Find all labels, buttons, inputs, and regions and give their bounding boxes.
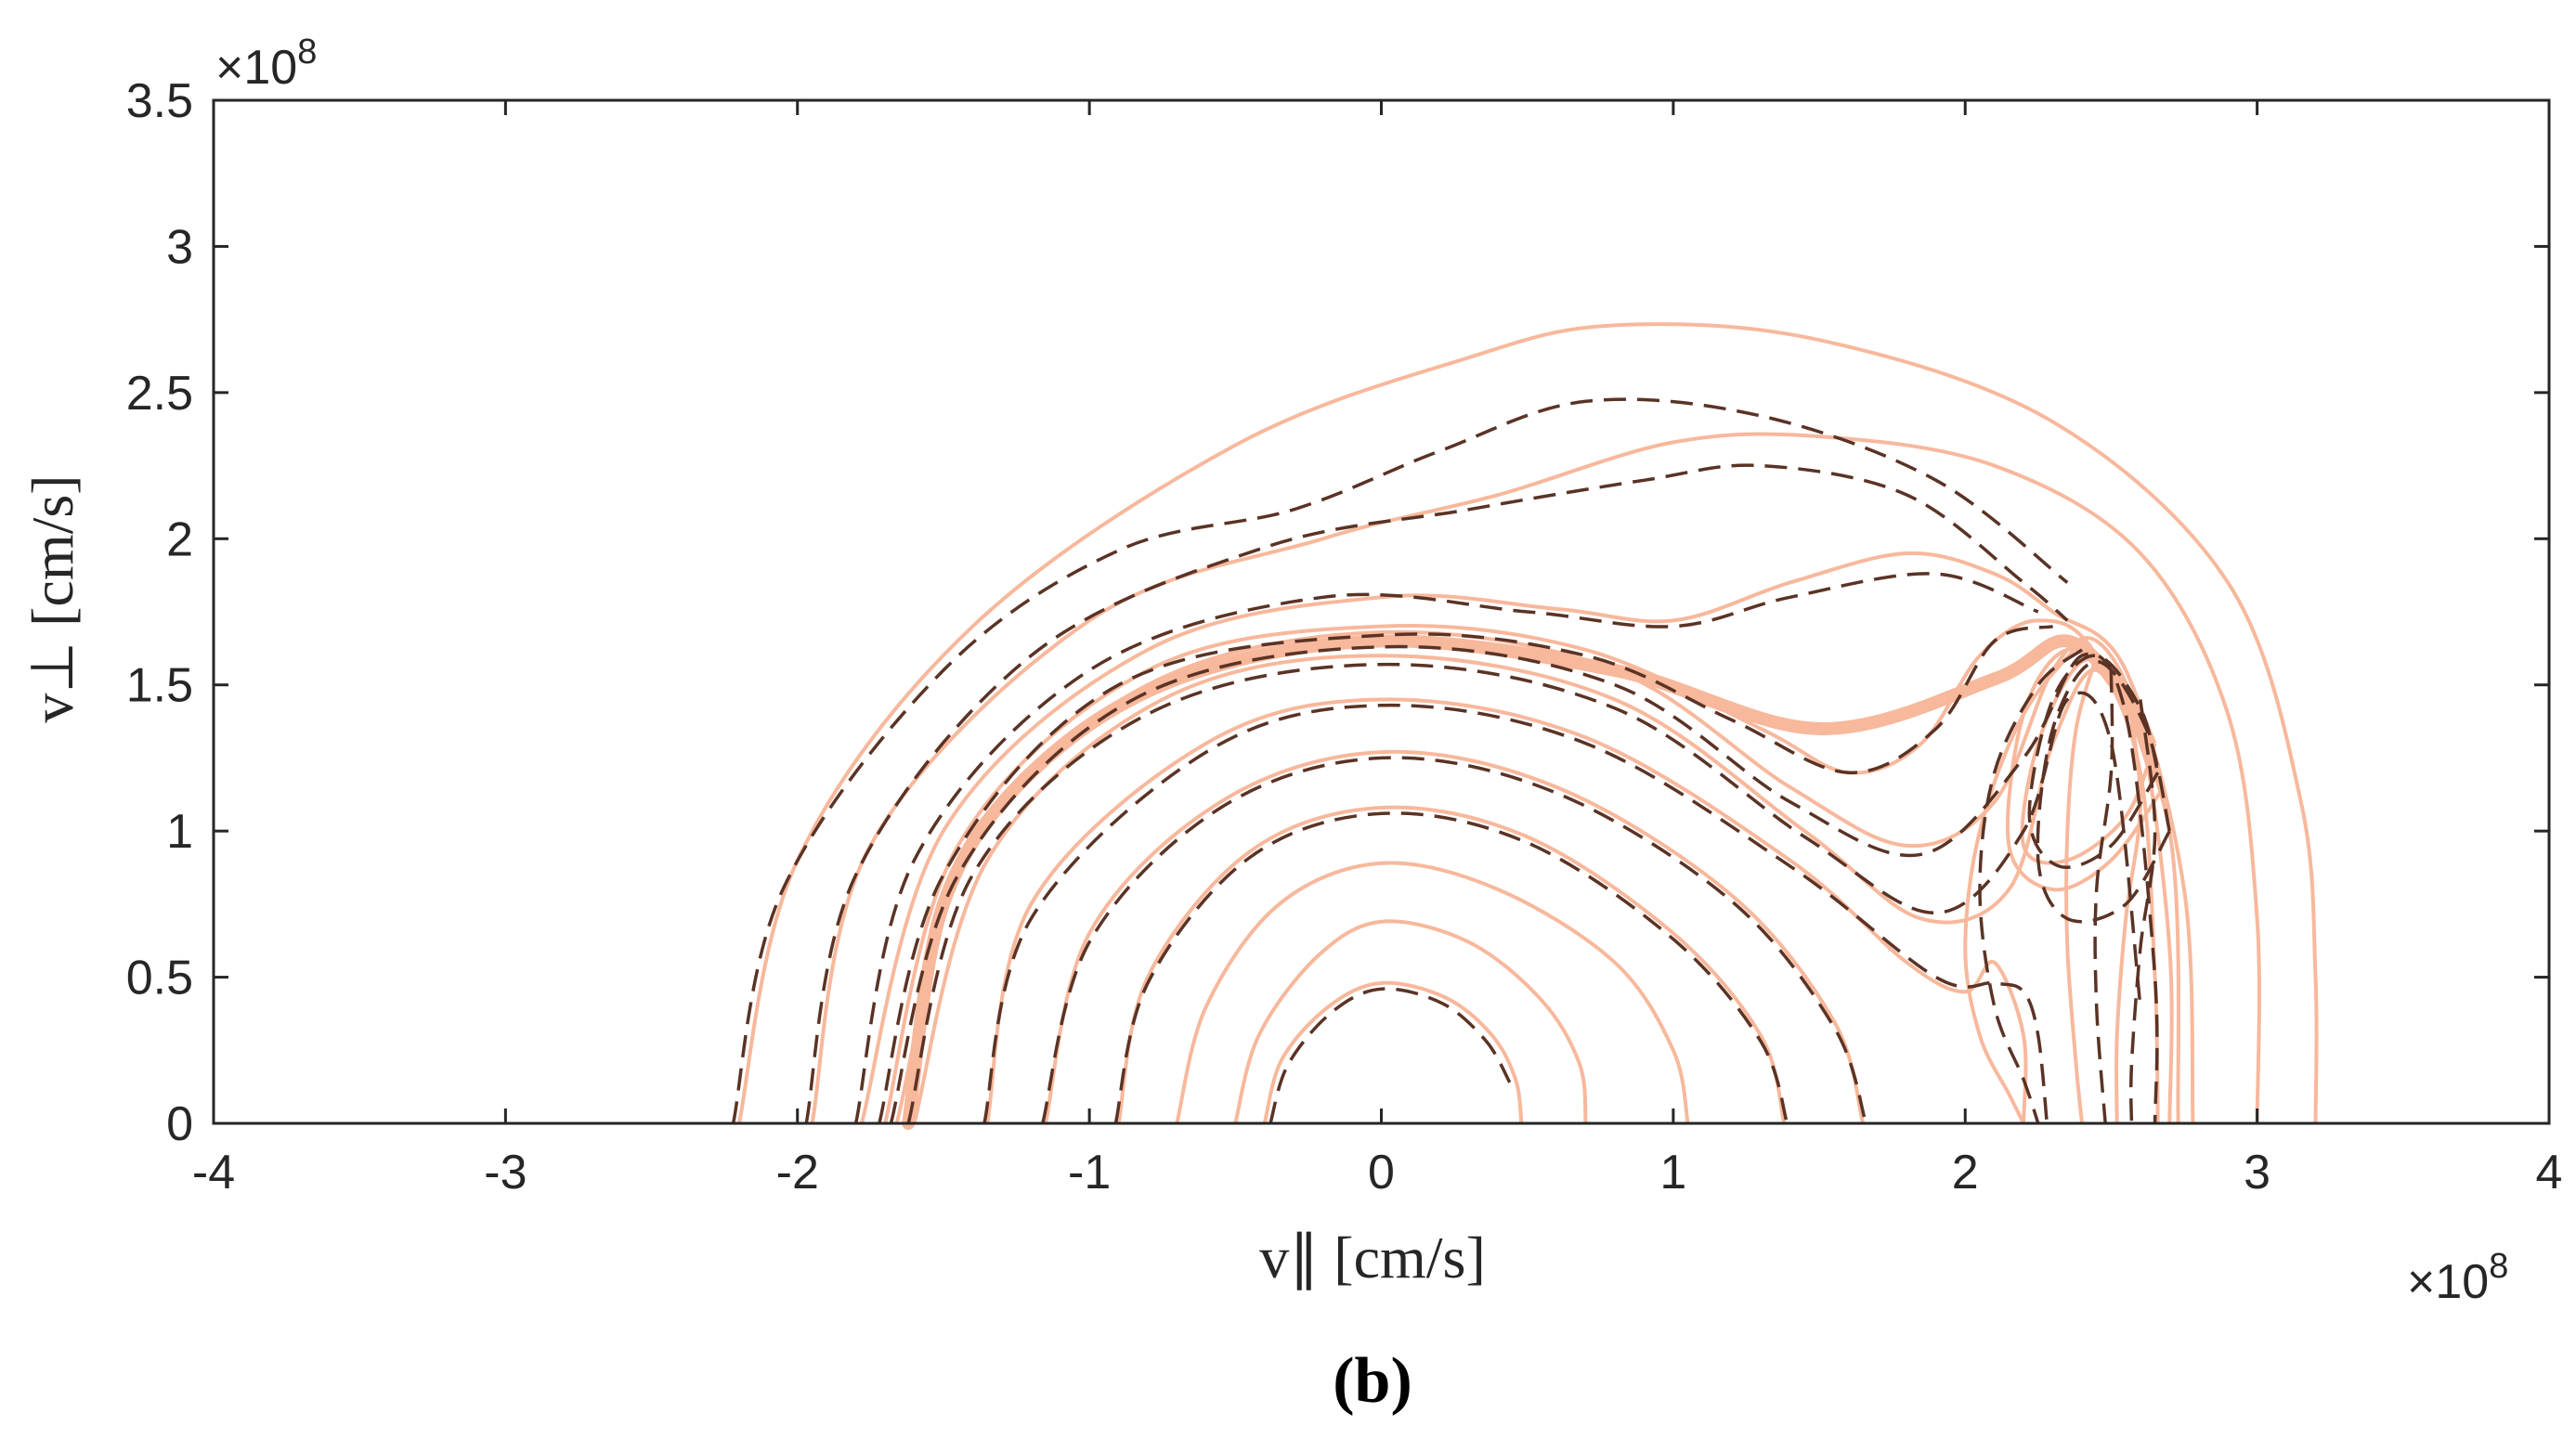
contour-dashed [1041,756,1868,1124]
contour-solid [1262,980,1524,1124]
contour-dashed [889,644,2159,1124]
x-tick-label: 0 [1368,1146,1395,1199]
contour-dashed [731,397,2069,1124]
y-tick-label: 0.5 [126,952,193,1005]
contour-solid [894,629,2174,1124]
y-axis-label: v⊥ [cm/s] [20,474,85,722]
x-tick-label: 3 [2244,1146,2270,1199]
y-tick-label: 3 [166,220,193,274]
contour-solid [2114,684,2142,1124]
x-tick-label: -4 [192,1146,235,1199]
contour-dashed [1268,987,1512,1124]
x-tick-label: -3 [484,1146,527,1199]
contour-dashed [1113,811,1789,1124]
y-tick-label: 2.5 [126,367,193,421]
y-tick-label: 1.5 [126,659,193,713]
contour-dashed [982,703,2049,1124]
contour-solid [985,697,2028,1124]
y-tick-label: 0 [166,1097,193,1151]
y-tick-label: 2 [166,512,193,566]
y-tick-label: 3.5 [126,74,193,128]
x-multiplier: ×108 [2407,1247,2508,1309]
contour-solid [810,432,2261,1124]
x-tick-label: -2 [776,1146,819,1199]
contour-dashed [878,624,2054,1124]
panel-label: (b) [1333,1345,1412,1417]
contour-solid [736,322,2319,1124]
y-tick-label: 1 [166,805,193,859]
axis-ticks: -4 -3 -2 -1 0 1 2 3 4 0 0.5 1 1.5 2 2.5 3 3.5 [126,74,2563,1199]
contour-dashed [853,572,2039,1124]
y-multiplier: ×108 [215,32,317,95]
y-multiplier-exponent: 8 [297,32,317,71]
contour-dashed [2128,699,2157,1124]
contour-solid [2006,647,2166,892]
contour-dashed [804,463,2069,1124]
contour-solid [1044,749,1866,1124]
contour-dashed [2036,659,2172,924]
contour-series-group [731,322,2319,1130]
contour-dashed [906,662,2142,1124]
x-tick-label: 1 [1659,1146,1686,1199]
x-tick-label: -1 [1068,1146,1111,1199]
contour-dashed [2027,654,2160,869]
x-tick-label: 4 [2536,1146,2563,1199]
x-multiplier-exponent: 8 [2489,1247,2508,1286]
contour-solid [1233,919,1588,1124]
contour-dashed [2093,669,2114,1124]
contour-solid [1116,805,1787,1124]
x-axis-label: v∥ [cm/s] [1259,1225,1486,1290]
contour-solid [2064,655,2099,1124]
x-tick-label: 2 [1952,1146,1979,1199]
contour-solid [1175,861,1690,1124]
contour-dashed [1978,648,2084,1124]
